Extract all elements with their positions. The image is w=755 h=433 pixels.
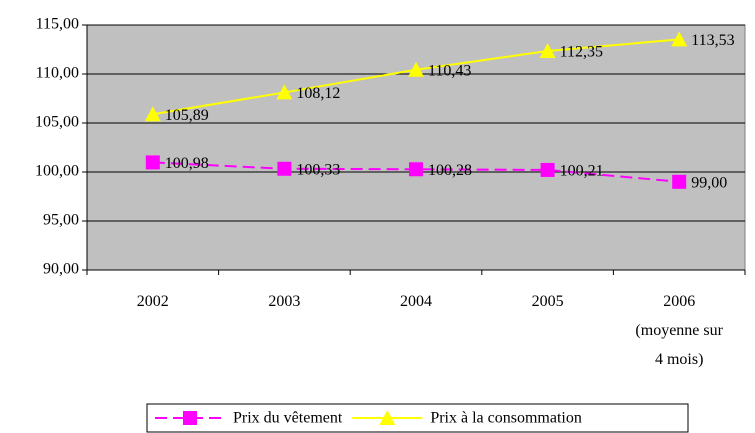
y-tick-label: 105,00 [35, 114, 79, 131]
y-tick-label: 110,00 [36, 65, 79, 82]
x-tick-label: 2002 [137, 293, 169, 310]
marker [672, 174, 687, 189]
y-tick-label: 115,00 [36, 16, 79, 33]
data-label: 110,43 [428, 62, 471, 79]
marker [539, 42, 556, 58]
data-label: 100,21 [560, 163, 604, 180]
marker [144, 106, 161, 122]
marker [409, 162, 423, 177]
x-tick-label: 2004 [400, 293, 432, 310]
marker [540, 162, 555, 177]
marker [276, 84, 293, 100]
y-tick-label: 90,00 [43, 261, 79, 278]
marker [408, 61, 424, 77]
x-tick-label: 2003 [268, 293, 300, 310]
data-label: 108,12 [296, 85, 340, 102]
data-label: 100,28 [428, 162, 472, 179]
x-tick-label: 2006 (moyenne sur 4 mois) [635, 293, 723, 368]
data-label: 113,53 [691, 32, 734, 49]
legend-marker [183, 411, 197, 425]
data-label: 100,98 [165, 155, 209, 172]
marker [145, 155, 160, 170]
legend-label: Prix du vêtement [233, 410, 343, 427]
legend-label: Prix à la consommation [430, 410, 582, 427]
x-tick-label: 2005 [532, 293, 564, 310]
marker [671, 31, 688, 47]
legend-marker [379, 410, 396, 425]
y-tick-label: 95,00 [43, 212, 79, 229]
data-label: 99,00 [691, 174, 727, 191]
legend: Prix du vêtement Prix à la consommation [146, 403, 689, 433]
data-label: 105,89 [165, 107, 209, 124]
data-label: 100,33 [296, 161, 340, 178]
data-label: 112,35 [560, 44, 603, 61]
y-tick-label: 100,00 [35, 163, 79, 180]
marker [277, 161, 292, 176]
plot-area [86, 24, 746, 271]
